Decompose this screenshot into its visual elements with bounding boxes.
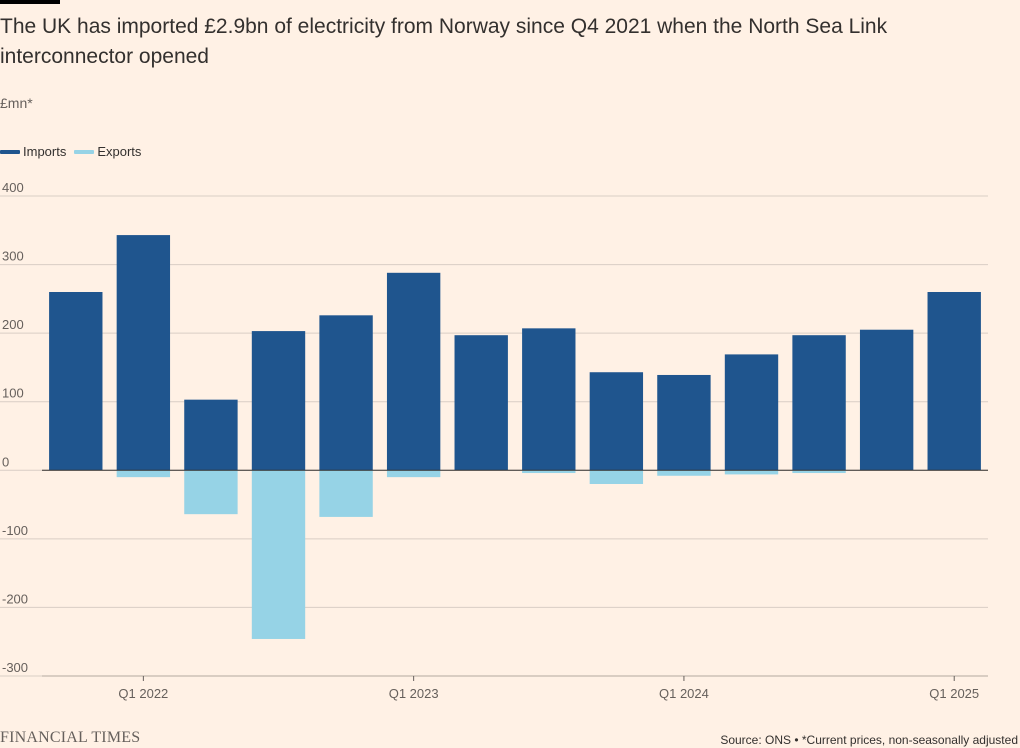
y-tick-label-2: 200 [2, 317, 24, 332]
bar-exports-2 [184, 470, 238, 515]
legend: Imports Exports [0, 144, 149, 159]
y-tick-label-4: 0 [2, 454, 9, 469]
bar-imports-12 [859, 329, 914, 471]
legend-label-exports: Exports [97, 144, 142, 159]
legend-swatch-exports [74, 149, 95, 154]
ft-brand-logo: FINANCIAL TIMES [0, 729, 141, 746]
bar-exports-1 [116, 470, 171, 478]
y-tick-label-1: 300 [2, 249, 24, 264]
chart-title: The UK has imported £2.9bn of electricit… [0, 15, 888, 68]
y-tick-label-5: -100 [2, 523, 28, 538]
bar-imports-5 [386, 272, 441, 471]
y-tick-label-3: 100 [2, 386, 24, 401]
legend-item-imports: Imports [0, 144, 66, 159]
bar-exports-3 [251, 470, 306, 639]
x-tick-label-3: Q1 2025 [929, 686, 979, 701]
bar-imports-6 [454, 335, 508, 471]
legend-label-imports: Imports [23, 144, 67, 159]
bar-imports-1 [116, 235, 171, 471]
bar-exports-4 [319, 470, 373, 517]
source-note: Source: ONS • *Current prices, non-seaso… [720, 733, 1018, 747]
bar-exports-9 [657, 470, 711, 476]
bar-exports-8 [589, 470, 644, 484]
legend-item-exports: Exports [74, 144, 141, 159]
ft-top-bar [0, 0, 60, 4]
bar-exports-5 [386, 470, 441, 478]
x-tick-label-1: Q1 2023 [389, 686, 439, 701]
bar-imports-4 [319, 315, 373, 471]
bar-imports-9 [657, 374, 711, 471]
bar-exports-10 [724, 470, 779, 475]
bar-exports-11 [792, 470, 846, 474]
bar-chart: 400 300 200 100 0 -100 -200 -300 Q1 2022 Q1 2023 Q… [0, 180, 988, 701]
bar-imports-7 [522, 328, 576, 471]
y-axis-unit-label: £mn* [0, 95, 33, 111]
y-tick-label-6: -200 [2, 591, 28, 606]
bar-imports-10 [724, 354, 779, 471]
bar-imports-8 [589, 372, 644, 471]
bar-imports-11 [792, 335, 846, 471]
bar-imports-3 [251, 331, 306, 471]
x-tick-label-2: Q1 2024 [659, 686, 709, 701]
bar-imports-2 [184, 399, 238, 471]
y-tick-label-7: -300 [2, 660, 28, 675]
bar-imports-0 [49, 292, 103, 471]
legend-swatch-imports [0, 149, 20, 154]
bar-exports-7 [522, 470, 576, 474]
x-tick-label-0: Q1 2022 [118, 686, 168, 701]
bar-imports-13 [927, 292, 981, 471]
y-tick-label-0: 400 [2, 180, 24, 195]
